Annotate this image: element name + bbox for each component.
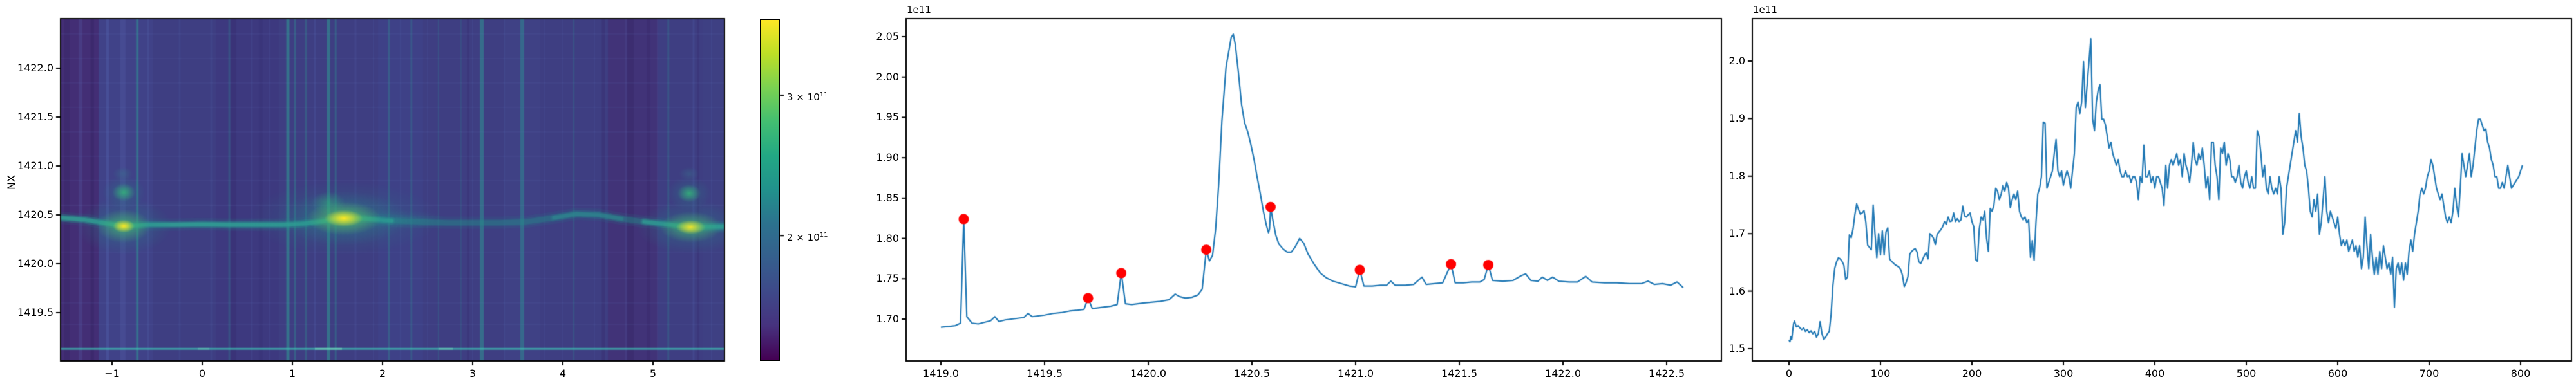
y-tick-label: 1.9	[1728, 112, 1745, 125]
y-tick-label: 1.95	[876, 111, 899, 124]
y-tick-label: 2.0	[1728, 55, 1745, 67]
x-tick-label: 800	[2510, 367, 2531, 380]
x-tick-label: 0	[1785, 367, 1793, 380]
y-tick-label: 1.80	[876, 232, 899, 244]
y-tick-label: 2.05	[876, 30, 899, 42]
x-tick-label: 5	[649, 367, 657, 380]
y-tick-label: 1.6	[1728, 284, 1745, 297]
y-tick-label: 1420.0	[17, 257, 53, 270]
x-tick-label: 1422.0	[1545, 367, 1581, 380]
y-tick-label: 1419.5	[17, 306, 53, 318]
x-tick-label: 700	[2419, 367, 2439, 380]
offset-label-1e11: 1e11	[907, 4, 931, 15]
x-tick-label: 1422.5	[1649, 367, 1685, 380]
x-tick-label: 1419.5	[1027, 367, 1063, 380]
y-tick-label: 1.7	[1728, 227, 1745, 240]
y-tick-label: 1421.5	[17, 111, 53, 123]
x-tick-label: 1420.0	[1130, 367, 1166, 380]
y-tick-label: 1.85	[876, 191, 899, 204]
x-tick-label: 4	[559, 367, 567, 380]
x-tick-label: 1421.0	[1338, 367, 1374, 380]
x-tick-label: 1419.0	[923, 367, 959, 380]
y-tick-label: 1420.5	[17, 208, 53, 221]
x-tick-label: 400	[2145, 367, 2165, 380]
x-tick-label: 2	[379, 367, 386, 380]
x-tick-label: 300	[2053, 367, 2074, 380]
colorbar-tick-label: 3 × 1011	[787, 91, 828, 104]
colorbar	[760, 19, 780, 361]
y-tick-label: 1.8	[1728, 169, 1745, 182]
x-tick-label: 100	[1870, 367, 1891, 380]
x-tick-label: 3	[469, 367, 477, 380]
y-tick-label: 1.75	[876, 272, 899, 285]
heatmap-y-axis-label: NX	[5, 175, 17, 190]
y-tick-label: 1.90	[876, 151, 899, 164]
offset-label-1e11: 1e11	[1753, 4, 1777, 15]
y-tick-label: 1422.0	[17, 62, 53, 74]
y-tick-label: 1421.0	[17, 160, 53, 172]
x-tick-label: 1	[289, 367, 296, 380]
x-tick-label: 1420.5	[1234, 367, 1270, 380]
x-tick-label: −1	[104, 367, 120, 380]
y-tick-label: 2.00	[876, 70, 899, 83]
x-tick-label: 500	[2236, 367, 2257, 380]
x-tick-label: 0	[198, 367, 206, 380]
y-tick-label: 1.70	[876, 313, 899, 325]
y-tick-label: 1.5	[1728, 342, 1745, 354]
colorbar-tick-label: 2 × 1011	[787, 232, 828, 244]
x-tick-label: 600	[2327, 367, 2348, 380]
x-tick-label: 200	[1962, 367, 1982, 380]
x-tick-label: 1421.5	[1441, 367, 1477, 380]
